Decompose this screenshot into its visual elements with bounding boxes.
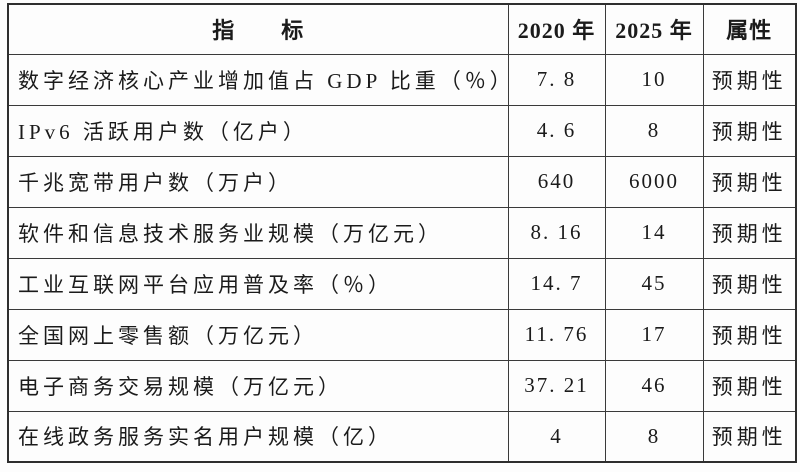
indicator-cell: 全国网上零售额（万亿元） [7,308,509,361]
table-row: IPv6 活跃用户数（亿户） 4. 6 8 预期性 [7,104,797,157]
header-2020: 2020 年 [507,3,606,55]
value-2025-cell: 8 [604,104,704,157]
header-row: 指 标 2020 年 2025 年 属性 [7,3,797,55]
value-2025-cell: 8 [604,410,704,463]
header-2025: 2025 年 [604,3,704,55]
indicator-cell: 电子商务交易规模（万亿元） [7,359,509,412]
value-2025-cell: 17 [604,308,704,361]
table-row: 在线政务服务实名用户规模（亿） 4 8 预期性 [7,410,797,463]
header-indicator: 指 标 [7,3,509,55]
attribute-cell: 预期性 [702,359,797,412]
indicator-cell: 工业互联网平台应用普及率（％） [7,257,509,310]
value-2020-cell: 37. 21 [507,359,606,412]
indicator-cell: 在线政务服务实名用户规模（亿） [7,410,509,463]
attribute-cell: 预期性 [702,308,797,361]
value-2020-cell: 640 [507,155,606,208]
value-2020-cell: 8. 16 [507,206,606,259]
attribute-cell: 预期性 [702,155,797,208]
attribute-cell: 预期性 [702,104,797,157]
value-2025-cell: 45 [604,257,704,310]
value-2020-cell: 7. 8 [507,53,606,106]
value-2025-cell: 10 [604,53,704,106]
value-2025-cell: 6000 [604,155,704,208]
table-row: 千兆宽带用户数（万户） 640 6000 预期性 [7,155,797,208]
value-2020-cell: 4. 6 [507,104,606,157]
table-row: 全国网上零售额（万亿元） 11. 76 17 预期性 [7,308,797,361]
value-2025-cell: 14 [604,206,704,259]
attribute-cell: 预期性 [702,410,797,463]
table-row: 工业互联网平台应用普及率（％） 14. 7 45 预期性 [7,257,797,310]
indicator-table: 指 标 2020 年 2025 年 属性 数字经济核心产业增加值占 GDP 比重… [7,3,797,463]
indicator-cell: 数字经济核心产业增加值占 GDP 比重（％） [7,53,509,106]
value-2020-cell: 11. 76 [507,308,606,361]
table-row: 电子商务交易规模（万亿元） 37. 21 46 预期性 [7,359,797,412]
header-attribute: 属性 [702,3,797,55]
table-row: 数字经济核心产业增加值占 GDP 比重（％） 7. 8 10 预期性 [7,53,797,106]
attribute-cell: 预期性 [702,53,797,106]
indicator-cell: IPv6 活跃用户数（亿户） [7,104,509,157]
attribute-cell: 预期性 [702,257,797,310]
indicator-cell: 软件和信息技术服务业规模（万亿元） [7,206,509,259]
indicator-cell: 千兆宽带用户数（万户） [7,155,509,208]
value-2025-cell: 46 [604,359,704,412]
attribute-cell: 预期性 [702,206,797,259]
value-2020-cell: 4 [507,410,606,463]
table-row: 软件和信息技术服务业规模（万亿元） 8. 16 14 预期性 [7,206,797,259]
value-2020-cell: 14. 7 [507,257,606,310]
